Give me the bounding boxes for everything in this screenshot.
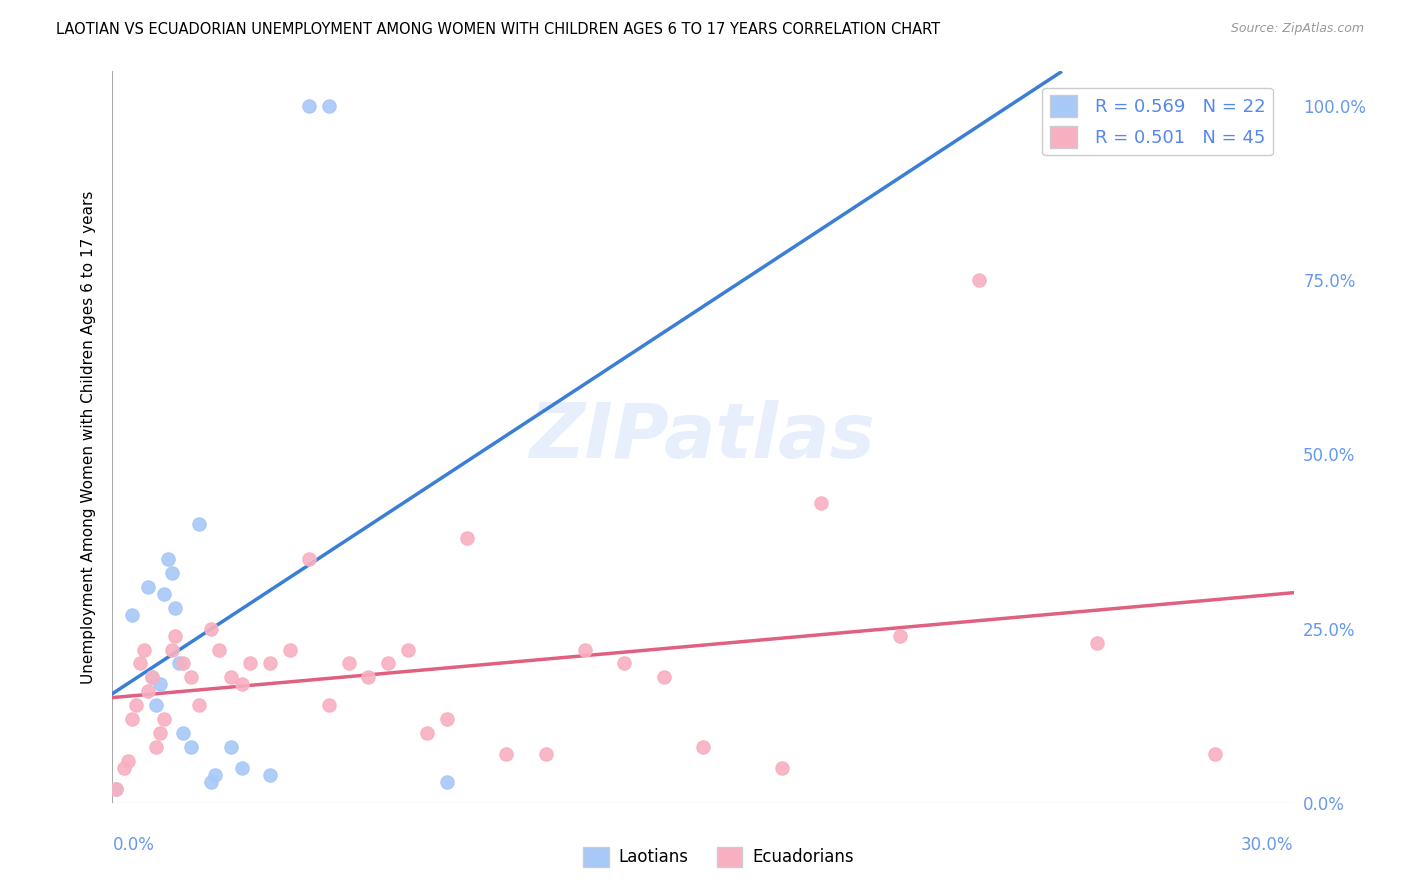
Point [156,552,179,566]
Point [436,775,458,789]
Point [136,580,159,594]
Point [377,657,399,671]
Point [145,740,167,755]
Point [692,740,714,755]
Point [456,531,478,545]
Point [889,629,911,643]
Point [613,657,636,671]
Point [231,677,253,691]
Point [160,566,183,580]
Point [121,607,143,622]
Point [318,698,340,713]
Point [652,670,675,684]
Point [152,587,174,601]
Point [318,99,340,113]
Point [117,754,139,768]
Point [337,657,360,671]
Point [1085,635,1108,649]
Point [180,670,202,684]
Text: 0.0%: 0.0% [112,836,155,854]
Point [149,726,172,740]
Point [259,657,281,671]
Legend: R = 0.569   N = 22, R = 0.501   N = 45: R = 0.569 N = 22, R = 0.501 N = 45 [1042,87,1272,155]
Point [172,657,194,671]
Point [416,726,439,740]
Point [172,726,194,740]
Point [278,642,301,657]
Point [152,712,174,726]
Text: ZIPatlas: ZIPatlas [530,401,876,474]
Point [298,99,321,113]
Text: Ecuadorians: Ecuadorians [752,848,853,866]
Point [495,747,517,761]
Text: 30.0%: 30.0% [1241,836,1294,854]
Text: Laotians: Laotians [619,848,689,866]
Point [967,273,990,287]
Point [169,657,191,671]
Point [132,642,155,657]
Point [200,622,222,636]
Point [1204,747,1226,761]
Point [149,677,172,691]
Point [259,768,281,782]
Point [145,698,167,713]
Point [396,642,419,657]
Point [357,670,380,684]
Point [188,698,211,713]
Point [136,684,159,698]
Point [574,642,596,657]
Point [298,552,321,566]
Point [770,761,793,775]
Text: Source: ZipAtlas.com: Source: ZipAtlas.com [1230,22,1364,36]
Point [129,657,152,671]
Point [810,496,832,510]
Point [165,600,187,615]
Point [200,775,222,789]
Point [141,670,163,684]
Text: LAOTIAN VS ECUADORIAN UNEMPLOYMENT AMONG WOMEN WITH CHILDREN AGES 6 TO 17 YEARS : LAOTIAN VS ECUADORIAN UNEMPLOYMENT AMONG… [56,22,941,37]
Point [105,781,128,796]
Point [141,670,163,684]
Point [219,740,242,755]
Point [165,629,187,643]
Point [204,768,226,782]
Point [219,670,242,684]
Point [180,740,202,755]
Point [188,517,211,532]
Point [160,642,183,657]
Point [125,698,148,713]
Point [112,761,135,775]
Point [105,781,128,796]
Point [436,712,458,726]
Point [239,657,262,671]
Point [534,747,557,761]
Y-axis label: Unemployment Among Women with Children Ages 6 to 17 years: Unemployment Among Women with Children A… [80,190,96,684]
Point [121,712,143,726]
Point [231,761,253,775]
Point [208,642,231,657]
